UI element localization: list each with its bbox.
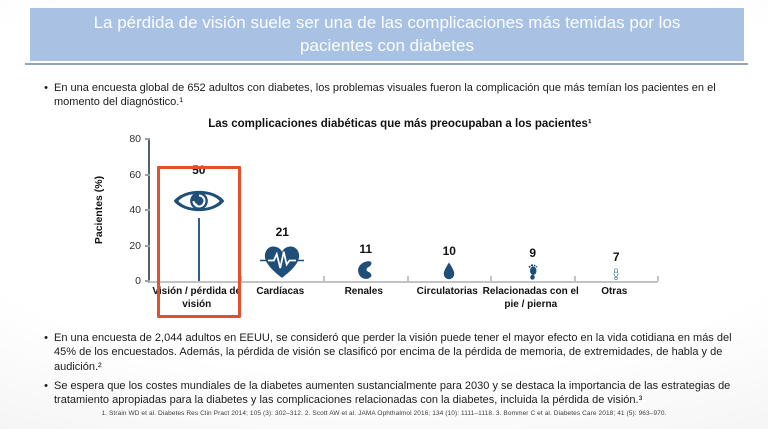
y-tick-mark — [145, 173, 150, 176]
title-banner: La pérdida de visión suele ser una de la… — [30, 8, 744, 61]
bullet-item: En una encuesta global de 652 adultos co… — [38, 81, 732, 110]
category-label: Visión / pérdida de visión — [152, 286, 242, 310]
bullet-item: En una encuesta de 2,044 adultos en EEUU… — [38, 331, 746, 374]
bullet-text: En una encuesta de 2,044 adultos en EEUU… — [54, 332, 732, 373]
chart-column: 11 — [324, 139, 408, 281]
x-boundary-tick — [657, 276, 659, 281]
chart-column: 7 — [575, 139, 659, 281]
bullet-text: Se espera que los costes mundiales de la… — [54, 379, 731, 407]
heart-ecg-icon — [260, 243, 304, 280]
kidney-icon — [356, 260, 376, 280]
x-boundary-tick — [573, 276, 576, 281]
category-label: Circulatorias — [416, 286, 478, 297]
value-label: 10 — [442, 244, 456, 259]
stethoscope-icon — [612, 268, 621, 280]
y-tick-label: 80 — [129, 133, 141, 145]
y-tick-mark — [145, 280, 150, 282]
references-footnote: 1. Strain WD et al. Diabetes Res Clin Pr… — [101, 410, 667, 417]
chart-title: Las complicaciones diabéticas que más pr… — [208, 118, 592, 130]
top-bullet-list: En una encuesta global de 652 adultos co… — [38, 81, 732, 110]
bullet-item: Se espera que los costes mundiales de la… — [38, 379, 746, 408]
droplet-icon — [443, 262, 456, 280]
y-tick-mark — [145, 244, 150, 247]
value-label: 21 — [275, 224, 289, 239]
chart-column: 10 — [408, 139, 492, 281]
value-label: 11 — [359, 242, 373, 257]
y-tick-label: 20 — [129, 239, 141, 252]
bullet-text: En una encuesta global de 652 adultos co… — [54, 82, 716, 109]
highlight-box — [157, 166, 241, 318]
chart-column: 9 — [491, 139, 575, 281]
x-boundary-tick — [323, 276, 325, 281]
x-boundary-tick — [490, 276, 492, 281]
y-tick-label: 40 — [129, 204, 141, 216]
x-boundary-tick — [239, 276, 242, 281]
chart-column: 21 — [241, 139, 325, 281]
foot-icon — [528, 264, 538, 280]
y-axis-label: Pacientes (%) — [93, 175, 105, 245]
value-label: 9 — [529, 246, 537, 261]
lollipop-stem — [197, 218, 200, 281]
chart-column: 50 — [157, 139, 241, 318]
y-tick-label: 60 — [129, 168, 141, 181]
title-divider — [25, 63, 748, 65]
y-tick-label: 0 — [135, 275, 141, 287]
chart-plot-area: 50 21 11 10 9 7 0 20 40 60 80 — [129, 133, 659, 318]
value-label: 7 — [612, 249, 620, 264]
slide-title: La pérdida de visión suele ser una de la… — [93, 13, 681, 55]
x-boundary-tick — [406, 276, 409, 281]
category-label: Otras — [601, 286, 628, 297]
chart-columns: 50 21 11 10 9 7 — [157, 139, 659, 318]
category-label: Relacionadas con el pie / pierna — [482, 286, 579, 310]
y-tick-mark — [145, 209, 150, 211]
category-label-row: Visión / pérdida de visión Cardíacas Renal… — [152, 286, 656, 311]
category-label: Cardíacas — [256, 286, 305, 297]
y-tick-mark — [145, 138, 150, 140]
category-label: Renales — [344, 286, 383, 297]
bottom-bullet-list: En una encuesta de 2,044 adultos en EEUU… — [38, 331, 746, 407]
